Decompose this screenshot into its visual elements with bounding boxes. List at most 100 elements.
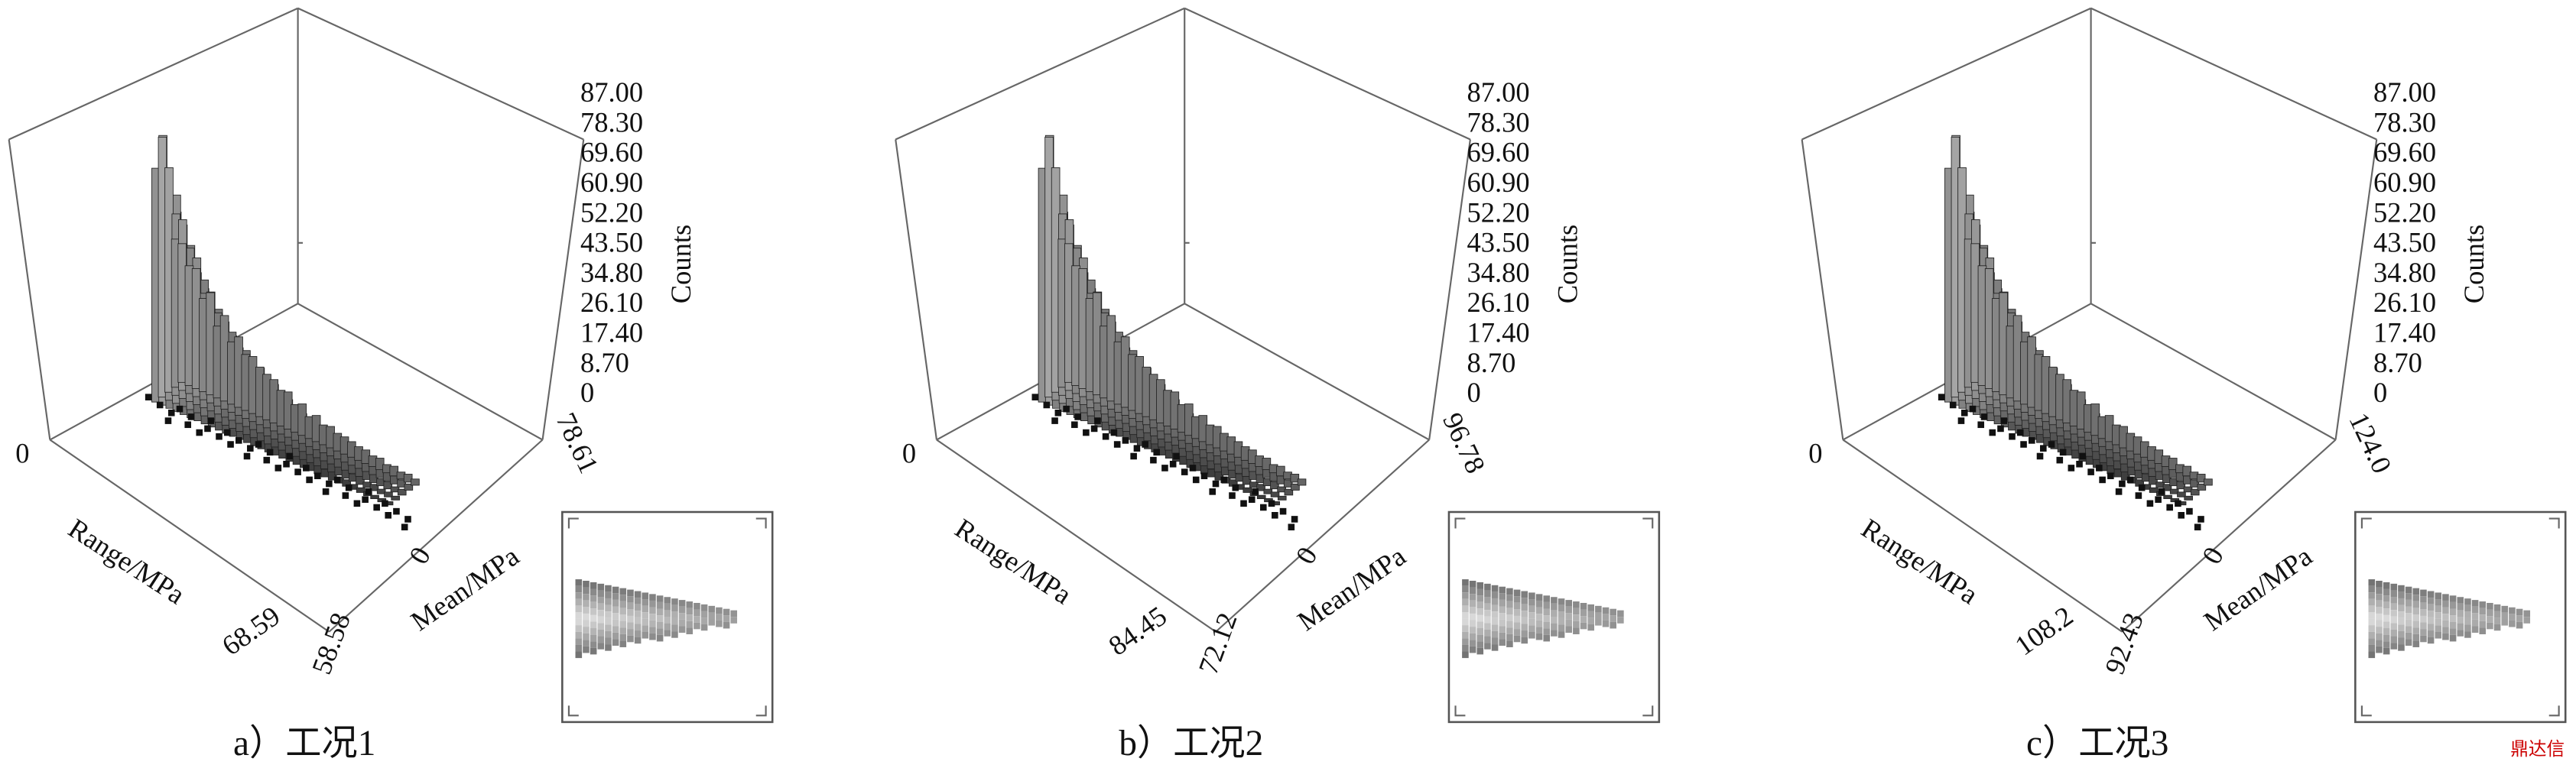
histogram-bar xyxy=(2190,488,2200,496)
histogram-base xyxy=(247,445,254,452)
inset-cell xyxy=(575,592,583,599)
inset-cell xyxy=(1543,615,1551,622)
inset-cell xyxy=(2368,605,2376,612)
inset-cell xyxy=(597,629,605,637)
range-start: 0 xyxy=(15,438,29,469)
counts-tick-label: 26.10 xyxy=(580,287,643,318)
histogram-base xyxy=(1279,507,1287,515)
frame-line xyxy=(541,139,585,440)
inset-cell xyxy=(1484,610,1491,617)
inset-cell xyxy=(1499,586,1506,594)
inset-cell xyxy=(627,596,634,603)
inset-cell xyxy=(1476,608,1484,615)
inset-cell xyxy=(700,617,708,624)
histogram-base xyxy=(2107,472,2114,480)
frame-line xyxy=(328,439,544,633)
frame-line xyxy=(1184,7,1471,141)
inset-cell xyxy=(686,601,694,608)
inset-cell xyxy=(590,647,597,655)
counts-tick-label: 87.00 xyxy=(1467,76,1530,108)
inset-cell xyxy=(1462,579,1469,586)
inset-cell xyxy=(2464,604,2471,612)
inset-cell xyxy=(1535,627,1543,634)
inset-cell xyxy=(642,631,649,639)
inset-cell xyxy=(2412,627,2420,634)
inset-cell xyxy=(2412,614,2420,621)
histogram-base xyxy=(1949,401,1957,409)
inset-cell xyxy=(2493,617,2501,624)
inset-cell xyxy=(649,620,656,627)
counts-tick-label: 43.50 xyxy=(580,227,643,258)
inset-cell xyxy=(1476,647,1484,655)
inset-cell xyxy=(619,634,627,641)
inset-cell xyxy=(656,595,664,602)
inset-cell xyxy=(2516,621,2523,629)
counts-tick-label: 17.40 xyxy=(2373,317,2436,348)
inset-cell xyxy=(597,603,605,611)
inset-cell xyxy=(2405,586,2412,594)
histogram-base xyxy=(223,429,231,436)
histogram-base xyxy=(1259,504,1267,511)
histogram-bar xyxy=(2190,479,2199,488)
histogram-bar xyxy=(2177,491,2186,497)
histogram-base xyxy=(401,523,408,531)
inset-cell xyxy=(627,635,634,643)
inset-cell xyxy=(664,617,671,624)
histogram-base xyxy=(345,484,352,491)
inset-cell xyxy=(634,611,642,617)
inset-cell xyxy=(1462,611,1469,619)
inset-cell xyxy=(2398,585,2405,592)
inset-cell xyxy=(2449,595,2457,602)
inset-cell xyxy=(1476,628,1484,635)
inset-cell xyxy=(2427,598,2435,604)
histogram-base xyxy=(2087,468,2094,475)
inset-cell xyxy=(575,625,583,632)
inset-cell xyxy=(1491,604,1499,612)
inset-cell xyxy=(2457,617,2464,624)
inset-cell xyxy=(1506,608,1513,614)
inset-cell xyxy=(2471,606,2479,614)
histogram-bar xyxy=(2149,487,2159,493)
inset-cell xyxy=(2471,619,2479,627)
inset-cell xyxy=(2412,621,2420,628)
inset-cell xyxy=(1476,641,1484,648)
inset-cell xyxy=(575,598,583,606)
histogram-bar xyxy=(2176,481,2186,490)
inset-cell xyxy=(2368,618,2376,626)
inset-cell xyxy=(686,627,694,634)
inset-cell xyxy=(1565,600,1573,607)
inset-cell xyxy=(1506,601,1513,608)
inset-cell xyxy=(590,634,597,642)
counts-tick-label: 52.20 xyxy=(1467,196,1530,228)
inset-cell xyxy=(612,632,619,640)
inset-cell xyxy=(1610,621,1616,629)
inset-cell xyxy=(605,617,612,625)
inset-cell xyxy=(2464,598,2471,605)
inset-cell xyxy=(1469,587,1476,595)
histogram-bar xyxy=(1297,478,1307,486)
inset-cell xyxy=(1573,621,1580,628)
counts-tick-label: 60.90 xyxy=(580,167,643,198)
inset-cell xyxy=(2376,633,2383,640)
inset-corner xyxy=(2548,517,2560,529)
inset-cell xyxy=(1543,601,1551,609)
histogram-base xyxy=(1051,417,1058,424)
inset-cell xyxy=(1499,599,1506,607)
inset-cell xyxy=(1506,640,1513,647)
counts-tick-label: 43.50 xyxy=(2373,227,2436,258)
histogram-base xyxy=(404,516,411,523)
panel: 87.0078.3069.6060.9052.2043.5034.8026.10… xyxy=(895,7,1661,763)
frame-line xyxy=(1842,439,2123,633)
histogram-base xyxy=(303,465,310,471)
inset-cell xyxy=(619,595,627,601)
inset-cell xyxy=(1462,644,1469,652)
inset-cell xyxy=(1476,621,1484,629)
inset-cell xyxy=(2427,591,2435,598)
inset-cell xyxy=(575,638,583,645)
inset-cell xyxy=(1469,600,1476,608)
inset-cell xyxy=(664,603,671,611)
histogram-bar xyxy=(1283,479,1293,488)
inset-cell xyxy=(2420,589,2427,597)
panel: 87.0078.3069.6060.9052.2043.5034.8026.10… xyxy=(1801,7,2567,763)
counts-tick-label: 26.10 xyxy=(2373,287,2436,318)
